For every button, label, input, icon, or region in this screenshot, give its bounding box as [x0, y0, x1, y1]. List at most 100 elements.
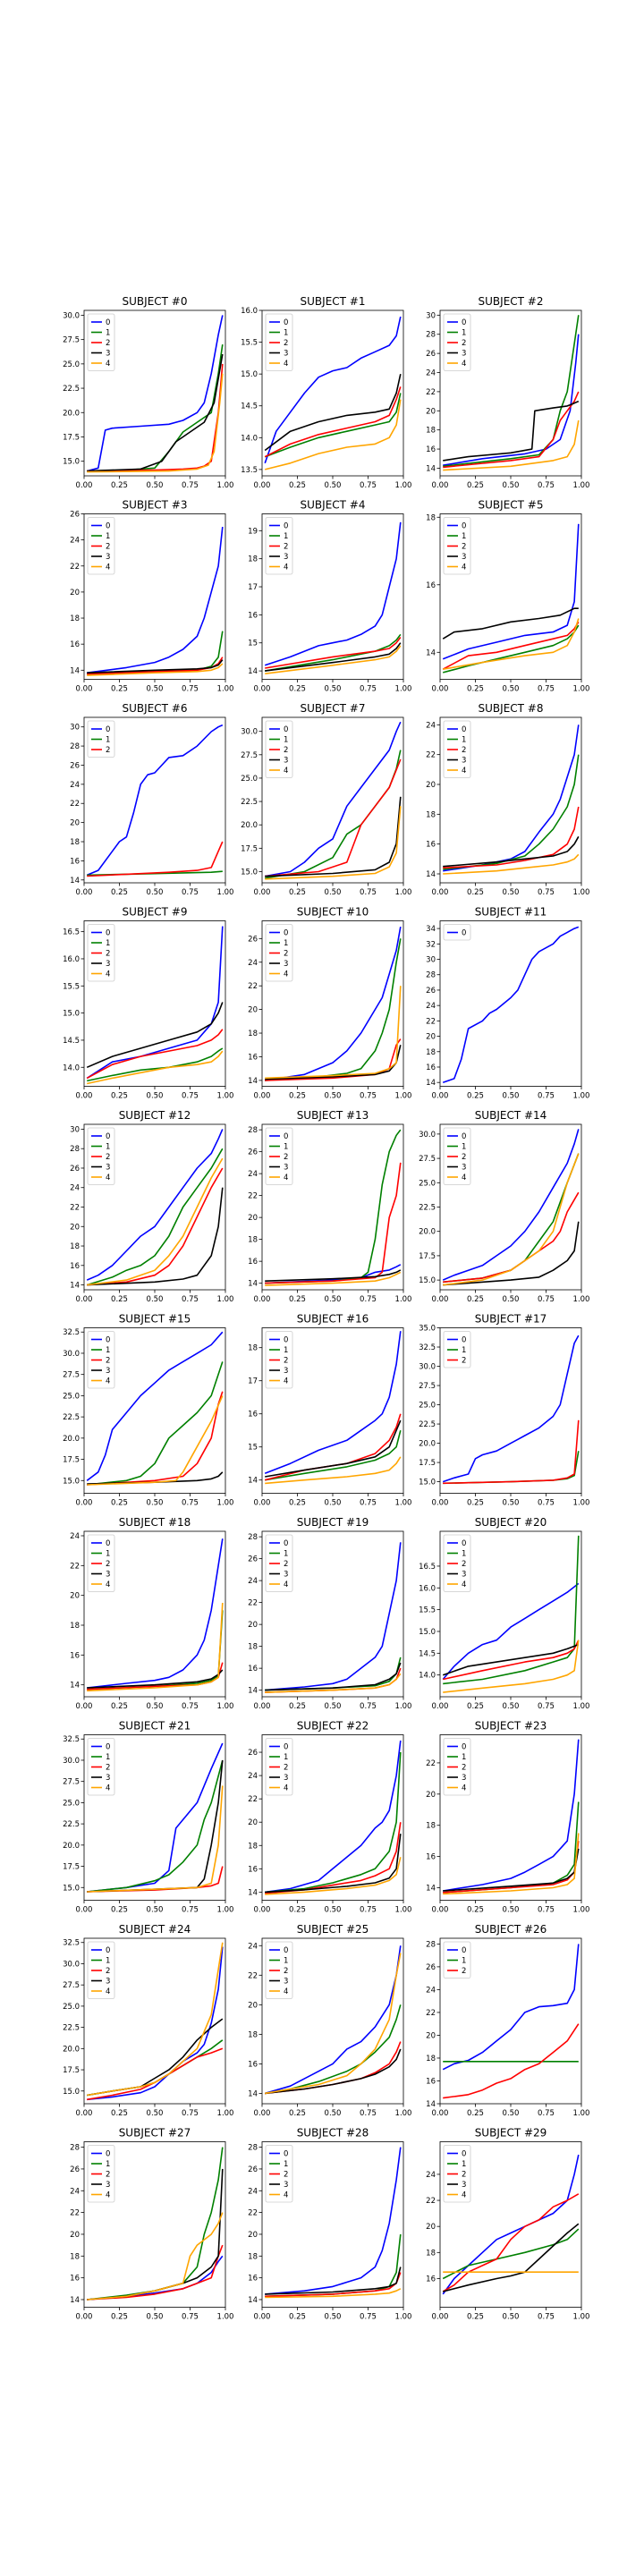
x-tick-label: 0.75	[182, 1499, 199, 1508]
x-tick-label: 0.25	[467, 1906, 484, 1915]
subplot-15: SUBJECT #15 0.00 0.25 0.50 0.75 1.00 15.0 17.5 2…	[63, 1313, 233, 1508]
series-group	[443, 315, 580, 471]
x-tick-label: 0.50	[147, 1295, 164, 1304]
legend-label: 0	[462, 318, 466, 327]
x-tick-label: 0.25	[111, 1092, 128, 1101]
legend-label: 3	[106, 960, 110, 969]
y-tick-label: 24	[248, 1577, 258, 1586]
y-tick-label: 14.0	[63, 1063, 80, 1072]
legend-label: 2	[462, 1560, 466, 1569]
series-line-4	[87, 373, 224, 473]
legend-label: 2	[106, 1560, 110, 1569]
legend-label: 4	[462, 1784, 466, 1793]
legend-label: 1	[106, 736, 110, 745]
x-tick-label: 0.50	[503, 1499, 520, 1508]
subplot-title: SUBJECT #25	[297, 1923, 369, 1936]
subplot-title: SUBJECT #4	[301, 499, 366, 512]
y-tick-label: 15.0	[419, 1276, 436, 1285]
legend-label: 3	[106, 1164, 110, 1173]
series-group	[264, 1945, 402, 2095]
legend-label: 4	[106, 1987, 110, 1996]
legend-label: 0	[462, 522, 466, 531]
subplot-title: SUBJECT #21	[119, 1720, 191, 1733]
legend-label: 4	[106, 2191, 110, 2200]
series-line-2	[443, 1640, 580, 1681]
legend: 0 12	[443, 1941, 471, 1979]
subplot-13: SUBJECT #130.00 0.25 0.50 0.75 1.00141618202…	[248, 1109, 411, 1304]
legend-label: 3	[462, 1774, 466, 1783]
y-tick-label: 14.0	[419, 1672, 436, 1681]
series-line-4	[87, 1785, 224, 1893]
x-tick-label: 0.00	[432, 1906, 449, 1915]
y-tick-label: 20.0	[63, 1842, 80, 1851]
y-tick-label: 22	[248, 1795, 258, 1804]
y-tick-label: 18	[248, 555, 258, 564]
x-tick-label: 0.00	[76, 2313, 93, 2322]
subplot-title: SUBJECT #10	[297, 906, 369, 919]
subplot-21: SUBJECT #21 0.00 0.25 0.50 0.75 1.00 15.0 17.5 2…	[63, 1720, 233, 1915]
y-tick-label: 16	[248, 1411, 258, 1419]
series-line-4	[87, 1395, 224, 1486]
y-tick-label: 24	[426, 369, 436, 378]
legend-label: 0	[106, 725, 110, 734]
y-tick-label: 17.5	[63, 1863, 80, 1872]
y-tick-label: 14	[248, 1280, 258, 1289]
y-tick-label: 32.5	[63, 1735, 80, 1744]
series-line-3	[265, 1662, 402, 1691]
series-line-1	[265, 1657, 402, 1691]
series-group	[442, 1129, 580, 1286]
y-tick-label: 14	[248, 1477, 258, 1486]
y-tick-label: 14	[248, 1687, 258, 1696]
legend-label: 2	[284, 1967, 288, 1976]
subplot-title: SUBJECT #20	[475, 1516, 547, 1529]
series-line-1	[87, 1759, 224, 1893]
y-tick-label: 28	[248, 1533, 258, 1542]
legend-label: 2	[106, 543, 110, 552]
subplot-23: SUBJECT #230.00 0.25 0.50 0.75 1.00141618202…	[426, 1720, 589, 1915]
y-tick-label: 17.5	[63, 2066, 80, 2075]
x-tick-label: 0.00	[76, 1499, 93, 1508]
y-tick-label: 14	[426, 1885, 436, 1894]
x-tick-label: 1.00	[395, 2109, 412, 2118]
series-group	[86, 315, 224, 473]
x-tick-label: 0.25	[111, 888, 128, 897]
y-tick-label: 16	[426, 841, 436, 850]
series-line-4	[87, 2212, 224, 2301]
subplot-title: SUBJECT #17	[475, 1313, 547, 1326]
y-tick-label: 14	[70, 1282, 80, 1291]
y-tick-label: 16	[70, 857, 80, 866]
x-tick-label: 0.25	[467, 2109, 484, 2118]
y-tick-label: 26	[426, 1963, 436, 1972]
y-tick-label: 14.5	[241, 402, 258, 411]
legend-label: 1	[462, 1346, 466, 1355]
series-line-2	[265, 637, 402, 669]
x-tick-label: 0.75	[538, 481, 555, 490]
y-tick-label: 16	[70, 1651, 80, 1660]
legend-label: 1	[106, 1957, 110, 1966]
y-tick-label: 16	[248, 1665, 258, 1674]
series-line-2	[87, 1167, 224, 1286]
legend-label: 0	[462, 1539, 466, 1548]
series-line-0	[265, 1542, 402, 1691]
x-tick-label: 0.75	[538, 2313, 555, 2322]
legend-label: 1	[462, 329, 466, 338]
y-tick-label: 32.5	[63, 1939, 80, 1948]
x-tick-label: 1.00	[217, 481, 234, 490]
y-tick-label: 26	[426, 987, 436, 996]
y-tick-label: 14	[248, 2296, 258, 2305]
x-tick-label: 0.75	[538, 685, 555, 694]
series-line-3	[265, 1834, 402, 1894]
series-line-2	[265, 2041, 402, 2095]
y-tick-label: 22.5	[419, 1204, 436, 1213]
legend-label: 1	[462, 1753, 466, 1762]
y-tick-label: 24	[426, 2171, 436, 2180]
y-tick-label: 20.0	[419, 1228, 436, 1237]
legend-label: 3	[284, 1164, 288, 1173]
y-tick-label: 20	[248, 1006, 258, 1015]
subplot-title: SUBJECT #5	[479, 499, 544, 512]
x-tick-label: 0.50	[503, 2109, 520, 2118]
x-tick-label: 0.50	[325, 1295, 342, 1304]
legend-label: 1	[106, 1346, 110, 1355]
